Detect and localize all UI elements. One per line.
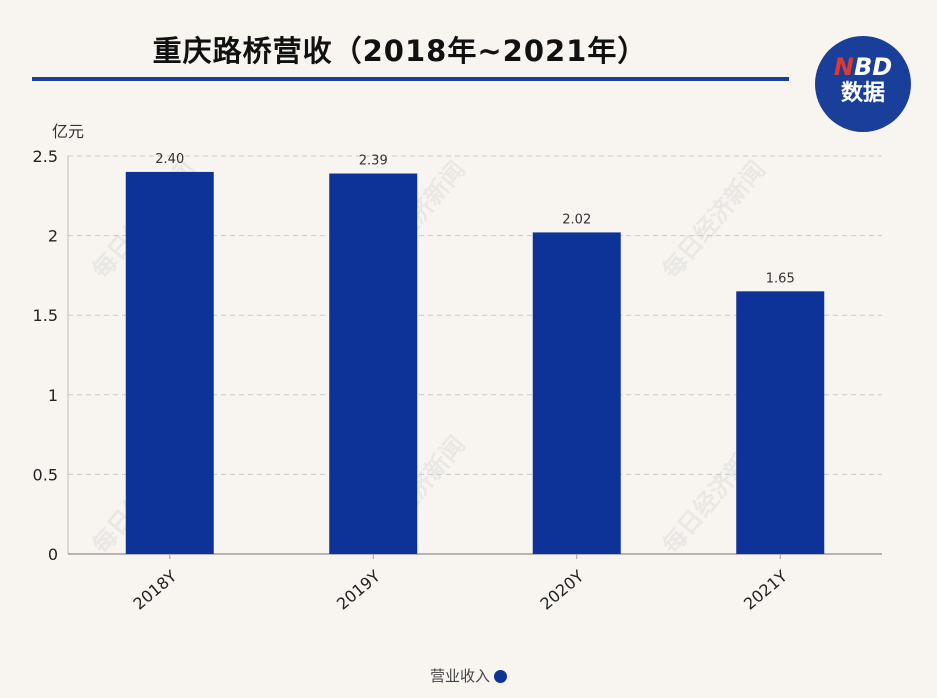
x-tick-label: 2018Y: [129, 566, 180, 613]
title-underline: [32, 77, 789, 81]
data-label: 2.39: [359, 154, 388, 169]
bar-2021Y: [736, 291, 825, 554]
x-tick-label: 2020Y: [536, 566, 587, 613]
x-tick-label: 2021Y: [740, 566, 791, 613]
data-label: 2.40: [155, 152, 184, 167]
data-label: 2.02: [562, 212, 591, 227]
bar-2020Y: [532, 232, 621, 554]
legend-swatch: [494, 670, 507, 683]
y-axis-unit-label: 亿元: [52, 122, 85, 141]
data-label: 1.65: [766, 271, 795, 286]
y-tick-label: 1: [48, 386, 58, 405]
y-tick-label: 0: [48, 545, 58, 564]
logo-top-letters: BD: [853, 53, 893, 81]
bar-2019Y: [329, 173, 418, 554]
legend: 营业收入: [0, 665, 937, 686]
legend-label: 营业收入: [429, 667, 490, 685]
logo-bottom-text: 数据: [840, 81, 885, 106]
bar-2018Y: [125, 171, 214, 555]
y-tick-label: 2.5: [33, 147, 58, 166]
x-tick-label: 2019Y: [333, 566, 384, 613]
y-tick-label: 1.5: [33, 306, 58, 325]
nbd-logo: NBD 数据: [815, 36, 911, 132]
watermark-text: 每日经济新闻: [656, 155, 771, 284]
y-tick-label: 0.5: [33, 465, 58, 484]
chart-title: 重庆路桥营收（2018年~2021年）: [152, 34, 648, 68]
y-tick-label: 2: [48, 227, 58, 246]
logo-top-text: NBD: [815, 54, 911, 80]
logo-accent-letter: N: [833, 53, 854, 81]
